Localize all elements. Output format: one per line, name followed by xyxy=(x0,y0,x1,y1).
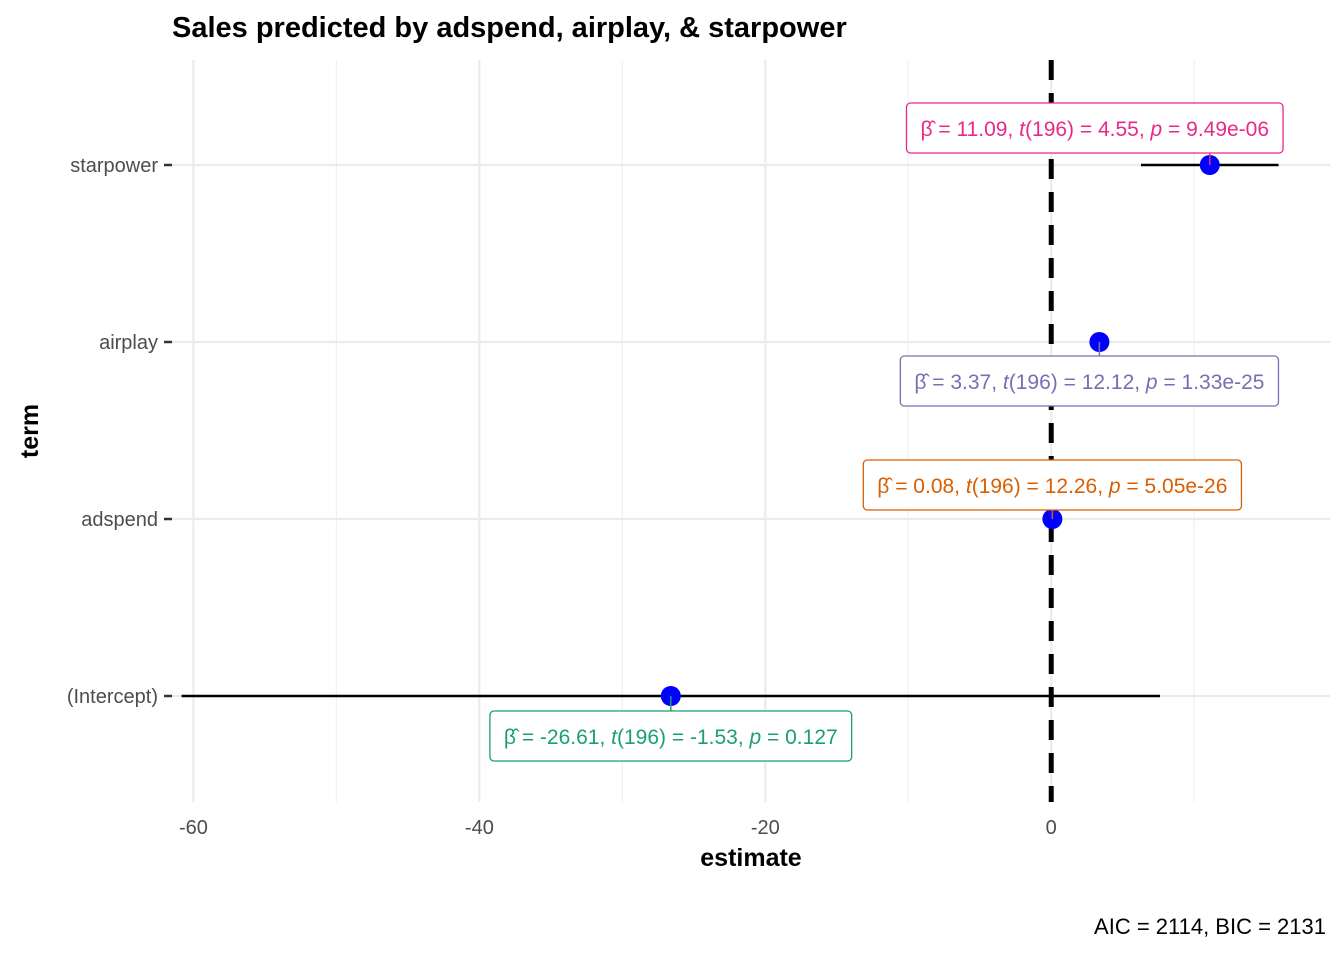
label-text: β̂ = 0.08, t(196) = 12.26, p = 5.05e-26 xyxy=(877,475,1227,498)
label-box xyxy=(899,355,1280,407)
x-axis-title: estimate xyxy=(700,844,802,872)
y-axis: starpower airplay adspend (Intercept) xyxy=(67,155,172,708)
x-tick-label: -40 xyxy=(465,817,494,839)
coefficient-label-4: β̂ = -26.61, t(196) = -1.53, p = 0.127 xyxy=(489,696,853,762)
coefficient-label-1: β̂ = 11.09, t(196) = 4.55, p = 9.49e-06 xyxy=(905,102,1284,165)
coefficient-label-2: β̂ = 3.37, t(196) = 12.12, p = 1.33e-25 xyxy=(899,342,1280,407)
y-tick-label: starpower xyxy=(70,155,158,177)
coefficient-marks xyxy=(181,155,1279,706)
label-box xyxy=(905,102,1284,154)
y-tick-label: adspend xyxy=(81,509,158,531)
model-fit-caption: AIC = 2114, BIC = 2131 xyxy=(1094,914,1326,939)
coefficient-label-3: β̂ = 0.08, t(196) = 12.26, p = 5.05e-26 xyxy=(862,459,1243,519)
label-text: β̂ = 11.09, t(196) = 4.55, p = 9.49e-06 xyxy=(920,118,1269,141)
x-tick-label: -20 xyxy=(751,817,780,839)
label-text: β̂ = -26.61, t(196) = -1.53, p = 0.127 xyxy=(504,726,838,749)
y-tick-label: (Intercept) xyxy=(67,686,158,708)
label-text: β̂ = 3.37, t(196) = 12.12, p = 1.33e-25 xyxy=(914,371,1264,394)
plot-grid xyxy=(172,60,1330,802)
x-axis: -60 -40 -20 0 xyxy=(179,817,1057,839)
y-axis-title: term xyxy=(16,404,44,458)
x-tick-label: -60 xyxy=(179,817,208,839)
coefficient-labels: β̂ = 11.09, t(196) = 4.55, p = 9.49e-06 β… xyxy=(489,102,1284,762)
x-tick-label: 0 xyxy=(1046,817,1057,839)
chart-title: Sales predicted by adspend, airplay, & s… xyxy=(172,12,847,44)
y-tick-label: airplay xyxy=(99,332,158,354)
